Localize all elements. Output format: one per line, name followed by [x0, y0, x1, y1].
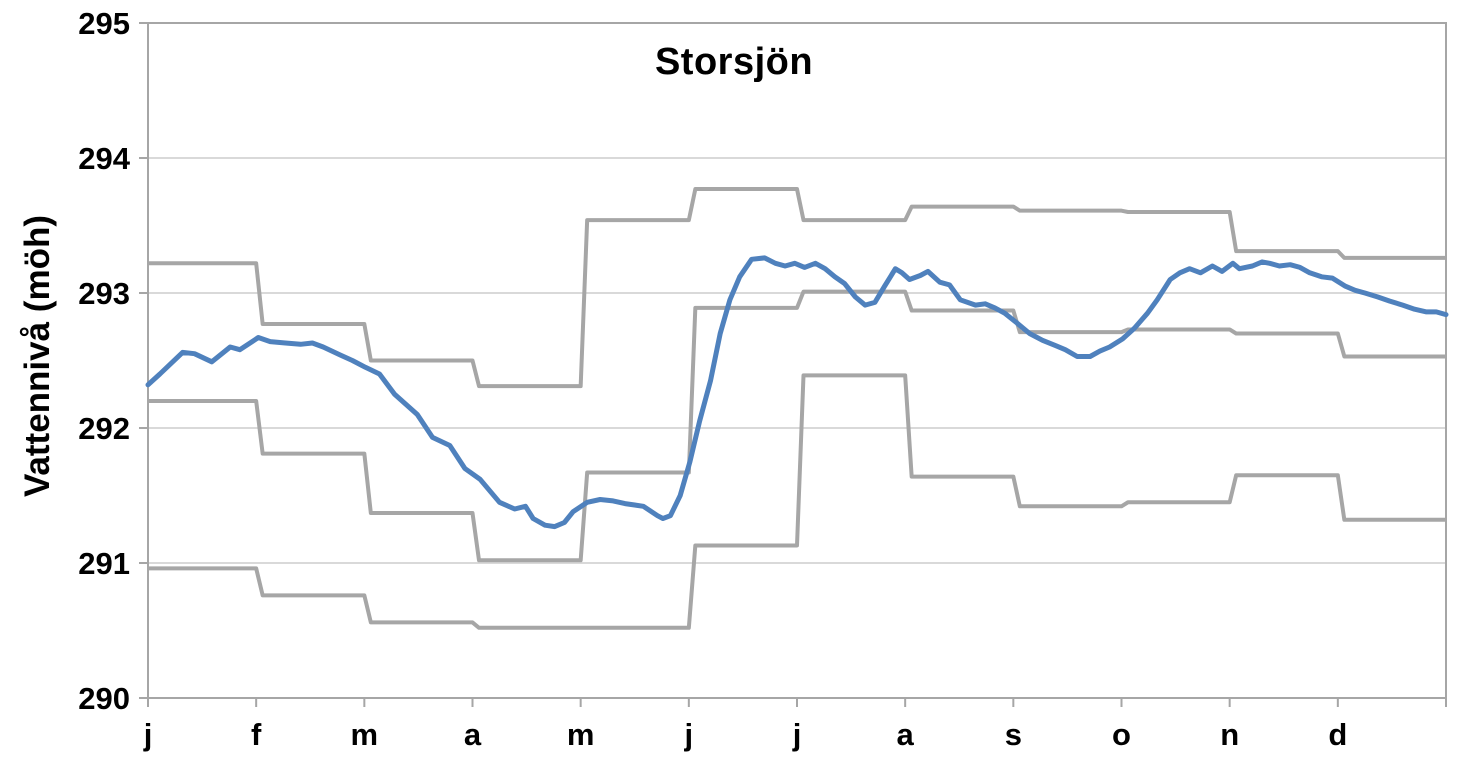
lower-gray-step-line: [148, 373, 1446, 630]
y-axis-tick-labels: 290 291 292 293 294 295: [78, 6, 130, 716]
y-tick-label-294: 294: [78, 141, 130, 176]
water-level-line: [145, 255, 1449, 530]
y-tick-label-291: 291: [78, 546, 130, 581]
upper-gray-step-line: [148, 187, 1446, 389]
x-tick-label-11: d: [1328, 717, 1347, 752]
x-tick-label-5: j: [684, 717, 694, 752]
x-tick-label-6: j: [792, 717, 802, 752]
y-tick-label-290: 290: [78, 681, 130, 716]
x-tick-label-9: o: [1112, 717, 1131, 752]
y-tick-label-295: 295: [78, 6, 130, 41]
y-gridlines: [148, 157, 1446, 564]
y-tick-label-292: 292: [78, 411, 130, 446]
x-tick-label-8: s: [1005, 717, 1022, 752]
y-axis-title: Vattennivå (möh): [18, 215, 57, 497]
x-tick-label-7: a: [897, 717, 915, 752]
middle-gray-step-line: [148, 289, 1446, 563]
x-tick-label-10: n: [1220, 717, 1239, 752]
axis-tick-marks: [139, 22, 1447, 707]
x-tick-label-1: f: [251, 717, 262, 752]
limit-step-lines: [148, 187, 1446, 630]
x-tick-label-3: a: [464, 717, 482, 752]
x-tick-label-0: j: [143, 717, 153, 752]
x-tick-label-2: m: [351, 717, 379, 752]
y-tick-label-293: 293: [78, 276, 130, 311]
x-tick-label-4: m: [567, 717, 595, 752]
chart-title: Storsjön: [654, 41, 814, 83]
